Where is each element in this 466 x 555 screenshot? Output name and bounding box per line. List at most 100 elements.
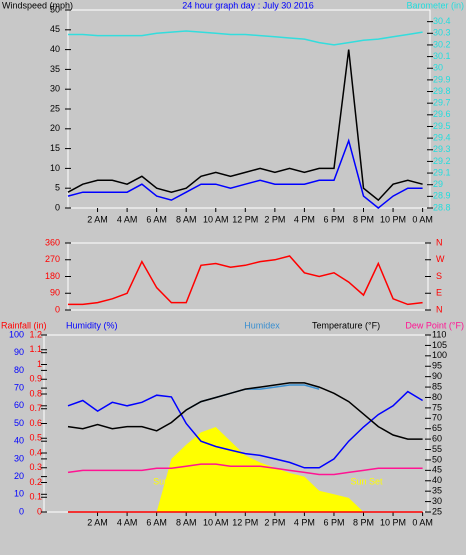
x-tick-label: 6 AM — [146, 214, 167, 224]
y2-tick-label: 90 — [432, 371, 442, 381]
y2-tick-label: 30.2 — [433, 39, 451, 49]
y2-tick-label: 29 — [433, 179, 443, 189]
legend-label: Temperature (°F) — [312, 320, 380, 330]
series-line — [68, 30, 423, 46]
y-tick-label: 0 — [55, 202, 60, 212]
x-tick-label: 2 PM — [264, 517, 285, 527]
y3-tick-label: 1.2 — [29, 329, 42, 339]
y2-tick-label: 29.2 — [433, 156, 451, 166]
y3-tick-label: 0.5 — [29, 433, 42, 443]
x-tick-label: 6 PM — [323, 517, 344, 527]
y-tick-label: 100 — [9, 329, 24, 339]
y3-tick-label: 0.9 — [29, 374, 42, 384]
y2-tick-label: 29.8 — [433, 86, 451, 96]
legend-label: Dew Point (°F) — [405, 320, 464, 330]
y-tick-label: 40 — [50, 44, 60, 54]
y2-tick-label: 85 — [432, 381, 442, 391]
legend-label: Windspeed (mph) — [2, 0, 73, 10]
y-tick-label: 20 — [50, 123, 60, 133]
series-line — [68, 255, 423, 306]
y3-tick-label: 0.8 — [29, 388, 42, 398]
y2-tick-label: 50 — [432, 454, 442, 464]
series-line — [67, 382, 423, 440]
y2-tick-label: 25 — [432, 506, 442, 516]
y-tick-label: 90 — [14, 347, 24, 357]
y3-tick-label: 0.1 — [29, 492, 42, 502]
y-tick-label: 10 — [14, 489, 24, 499]
y2-tick-label: 40 — [432, 475, 442, 485]
y3-tick-label: 1 — [37, 359, 42, 369]
y2-tick-label: 75 — [432, 402, 442, 412]
y-tick-label: 25 — [50, 103, 60, 113]
y2-tick-label: 29.9 — [433, 74, 451, 84]
y-tick-label: 45 — [50, 24, 60, 34]
y2-tick-label: 45 — [432, 465, 442, 475]
x-tick-label: 10 PM — [380, 214, 406, 224]
y-tick-label: 40 — [14, 436, 24, 446]
y3-tick-label: 0.2 — [29, 477, 42, 487]
y-tick-label: 270 — [45, 254, 60, 264]
x-tick-label: 10 PM — [380, 517, 406, 527]
y3-tick-label: 0 — [37, 506, 42, 516]
annotation: Sun Set — [350, 476, 383, 486]
y2-tick-label: 80 — [432, 392, 442, 402]
y2-tick-label: N — [436, 304, 443, 314]
y2-tick-label: E — [436, 288, 442, 298]
x-tick-label: 12 PM — [232, 214, 258, 224]
y2-tick-label: W — [436, 254, 445, 264]
y-tick-label: 50 — [50, 4, 60, 14]
y2-tick-label: 30 — [432, 496, 442, 506]
y3-tick-label: 0.3 — [29, 462, 42, 472]
y2-tick-label: N — [436, 237, 443, 247]
y2-tick-label: 70 — [432, 413, 442, 423]
x-tick-label: 6 AM — [146, 517, 167, 527]
y3-tick-label: 0.4 — [29, 447, 42, 457]
chart-title: 24 hour graph day : July 30 2016 — [182, 0, 314, 10]
legend-label: Barometer (in) — [406, 0, 464, 10]
y2-tick-label: 29.3 — [433, 144, 451, 154]
series-line — [67, 390, 423, 469]
y-tick-label: 360 — [45, 237, 60, 247]
y2-tick-label: 30.3 — [433, 28, 451, 38]
y2-tick-label: 30.1 — [433, 51, 451, 61]
y2-tick-label: 95 — [432, 361, 442, 371]
series-line — [67, 463, 423, 476]
x-tick-label: 0 AM — [412, 214, 433, 224]
y-tick-label: 90 — [50, 288, 60, 298]
x-tick-label: 4 PM — [294, 214, 315, 224]
y-tick-label: 0 — [55, 304, 60, 314]
x-tick-label: 0 AM — [412, 517, 433, 527]
x-tick-label: 4 PM — [294, 517, 315, 527]
y2-tick-label: 30.4 — [433, 16, 451, 26]
legend-label: Humidity (%) — [66, 320, 118, 330]
legend-label: Rainfall (in) — [1, 320, 47, 330]
y3-tick-label: 0.6 — [29, 418, 42, 428]
y2-tick-label: 35 — [432, 486, 442, 496]
y-tick-label: 180 — [45, 271, 60, 281]
y3-tick-label: 0.7 — [29, 403, 42, 413]
y2-tick-label: 65 — [432, 423, 442, 433]
x-tick-label: 4 AM — [117, 214, 138, 224]
y2-tick-label: 29.6 — [433, 109, 451, 119]
y2-tick-label: 28.8 — [433, 202, 451, 212]
y2-tick-label: 29.7 — [433, 98, 451, 108]
x-tick-label: 2 PM — [264, 214, 285, 224]
y2-tick-label: 29.5 — [433, 121, 451, 131]
x-tick-label: 10 AM — [203, 214, 229, 224]
y2-tick-label: S — [436, 271, 442, 281]
y2-tick-label: 29.1 — [433, 167, 451, 177]
y2-tick-label: 28.9 — [433, 191, 451, 201]
y-tick-label: 10 — [50, 163, 60, 173]
x-tick-label: 12 PM — [232, 517, 258, 527]
series-line — [67, 138, 423, 209]
y2-tick-label: 100 — [432, 350, 447, 360]
y-tick-label: 30 — [50, 84, 60, 94]
y-tick-label: 50 — [14, 418, 24, 428]
annotation: Sun — [153, 476, 169, 486]
y-tick-label: 60 — [14, 400, 24, 410]
y2-tick-label: 30 — [433, 63, 443, 73]
y-tick-label: 35 — [50, 64, 60, 74]
x-tick-label: 8 AM — [176, 517, 197, 527]
y-tick-label: 30 — [14, 453, 24, 463]
